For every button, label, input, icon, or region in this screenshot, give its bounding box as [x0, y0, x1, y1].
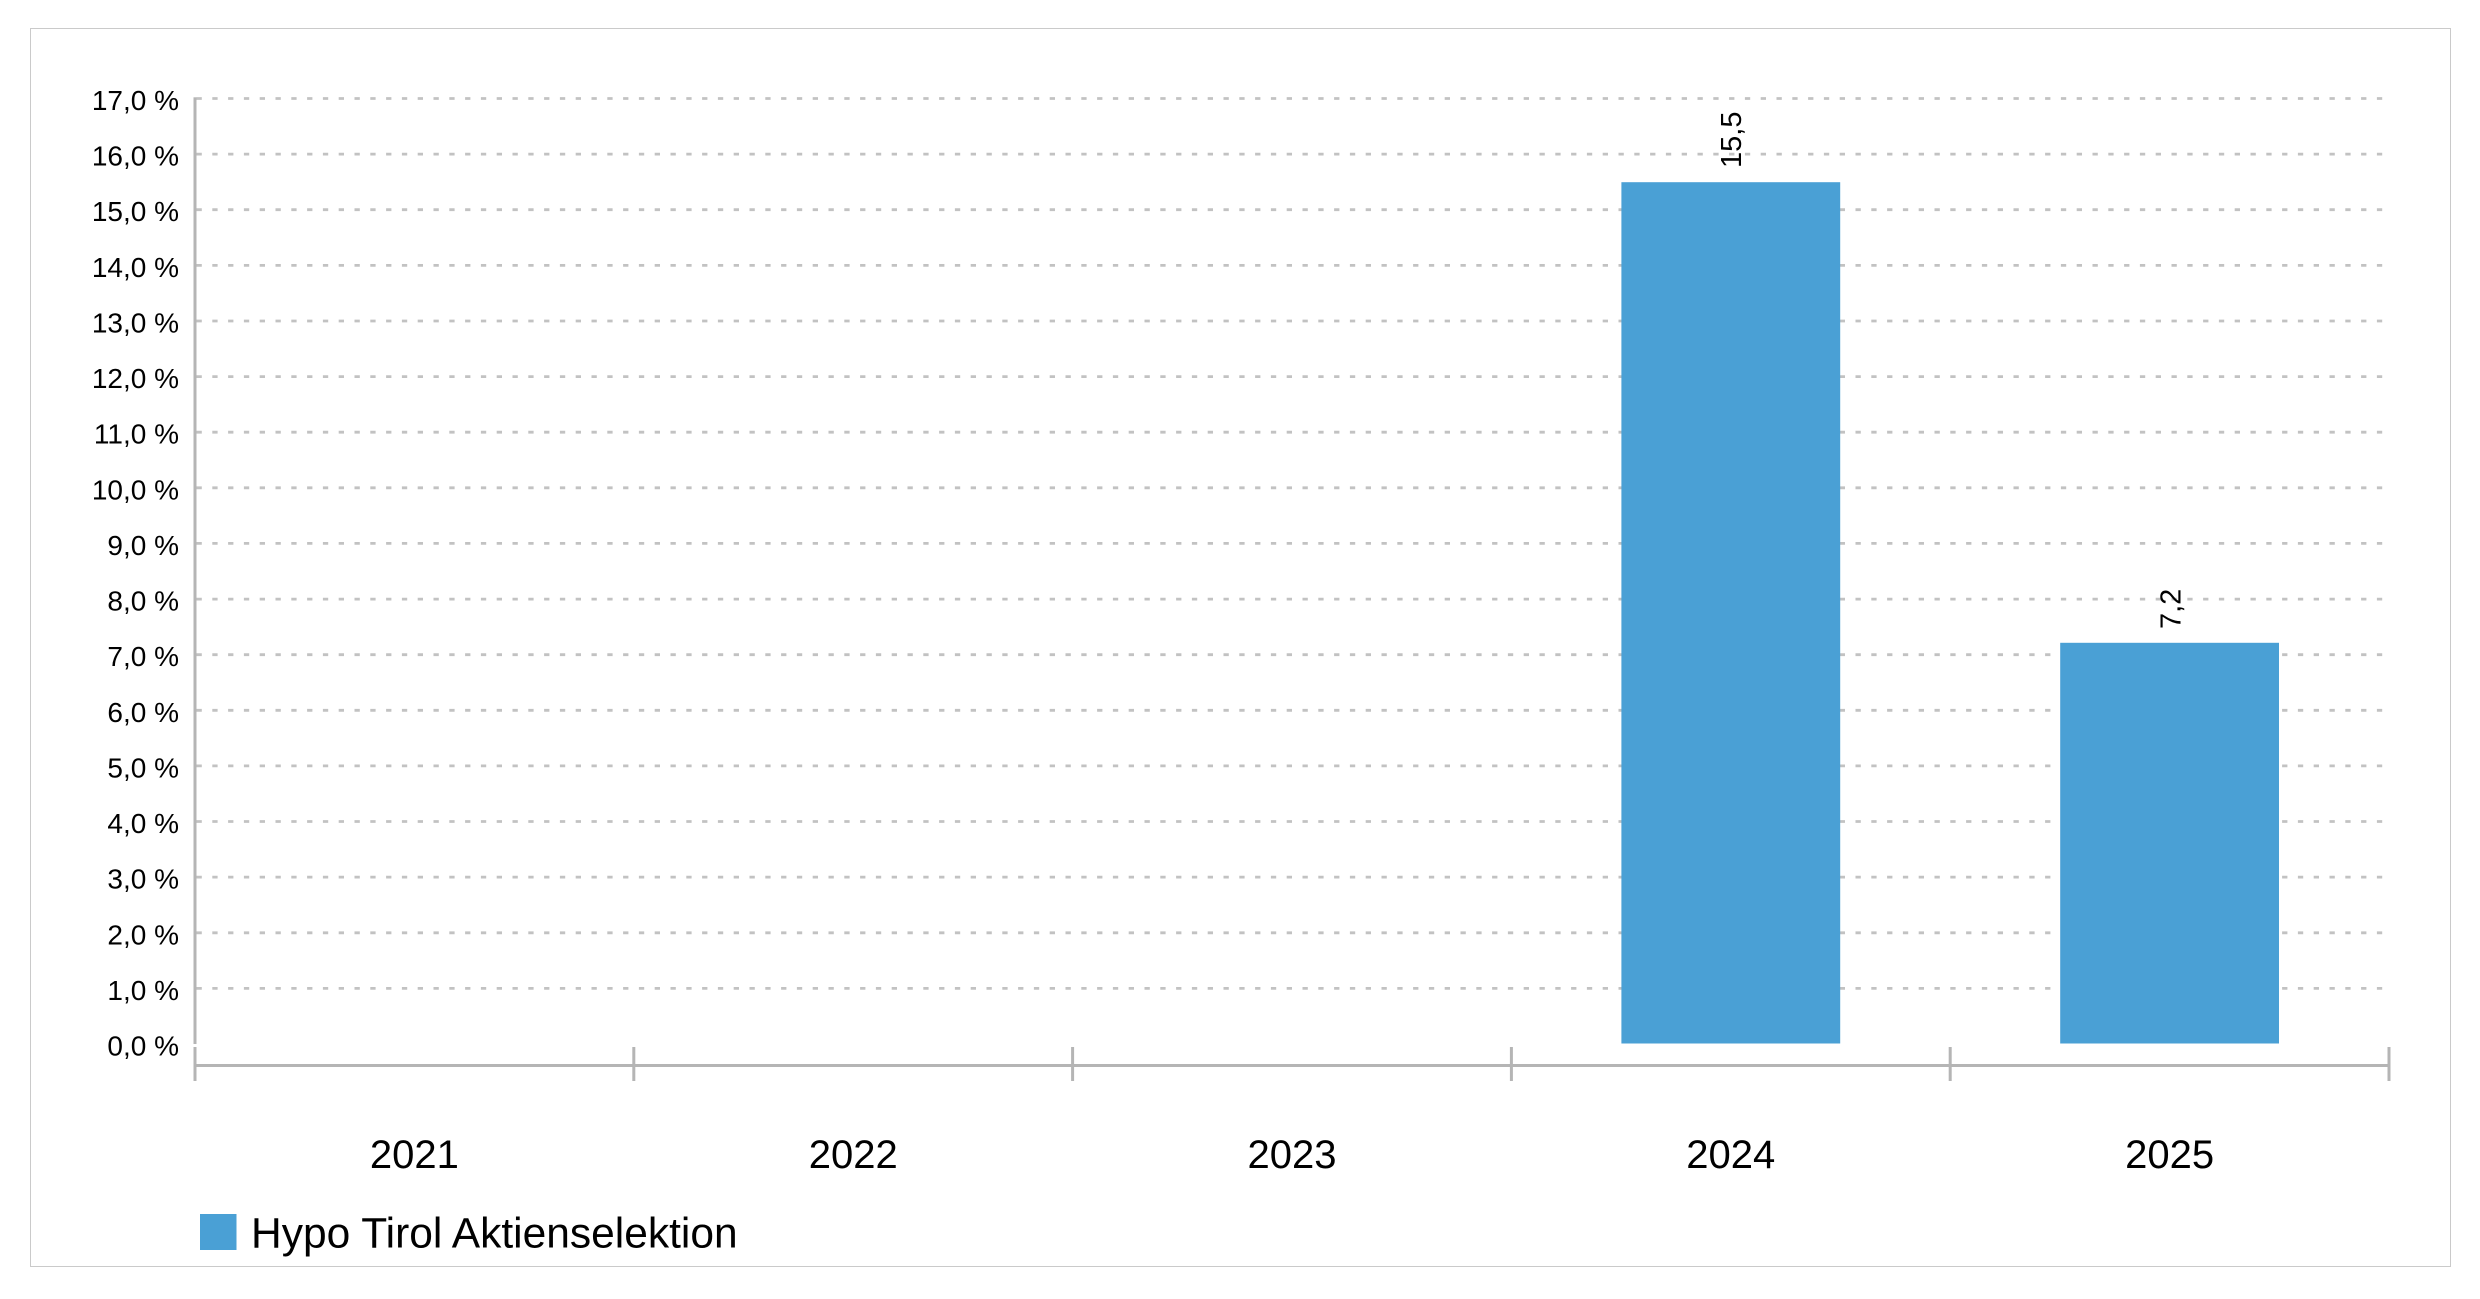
svg-text:2022: 2022 — [809, 1133, 898, 1177]
svg-text:6,0 %: 6,0 % — [107, 697, 179, 728]
svg-text:8,0 %: 8,0 % — [107, 586, 179, 617]
svg-text:13,0 %: 13,0 % — [92, 308, 179, 339]
svg-text:3,0 %: 3,0 % — [107, 864, 179, 895]
svg-text:15,0 %: 15,0 % — [92, 196, 179, 227]
svg-text:4,0 %: 4,0 % — [107, 808, 179, 839]
svg-text:5,0 %: 5,0 % — [107, 752, 179, 783]
svg-text:2025: 2025 — [2125, 1133, 2214, 1177]
svg-text:2,0 %: 2,0 % — [107, 919, 179, 950]
svg-text:12,0 %: 12,0 % — [92, 363, 179, 394]
svg-text:7,2: 7,2 — [2156, 589, 2188, 629]
svg-text:2023: 2023 — [1248, 1133, 1337, 1177]
svg-text:9,0 %: 9,0 % — [107, 530, 179, 561]
svg-text:15,5: 15,5 — [1716, 112, 1748, 168]
svg-text:7,0 %: 7,0 % — [107, 641, 179, 672]
svg-text:Hypo Tirol Aktienselektion: Hypo Tirol Aktienselektion — [251, 1211, 738, 1258]
svg-text:1,0 %: 1,0 % — [107, 975, 179, 1006]
svg-text:10,0 %: 10,0 % — [92, 474, 179, 505]
svg-text:0,0 %: 0,0 % — [107, 1031, 179, 1062]
svg-text:2021: 2021 — [370, 1133, 459, 1177]
svg-text:17,0 %: 17,0 % — [92, 85, 179, 116]
svg-text:11,0 %: 11,0 % — [94, 419, 179, 450]
svg-text:2024: 2024 — [1686, 1133, 1775, 1177]
svg-text:14,0 %: 14,0 % — [92, 252, 179, 283]
svg-text:16,0 %: 16,0 % — [92, 141, 179, 172]
